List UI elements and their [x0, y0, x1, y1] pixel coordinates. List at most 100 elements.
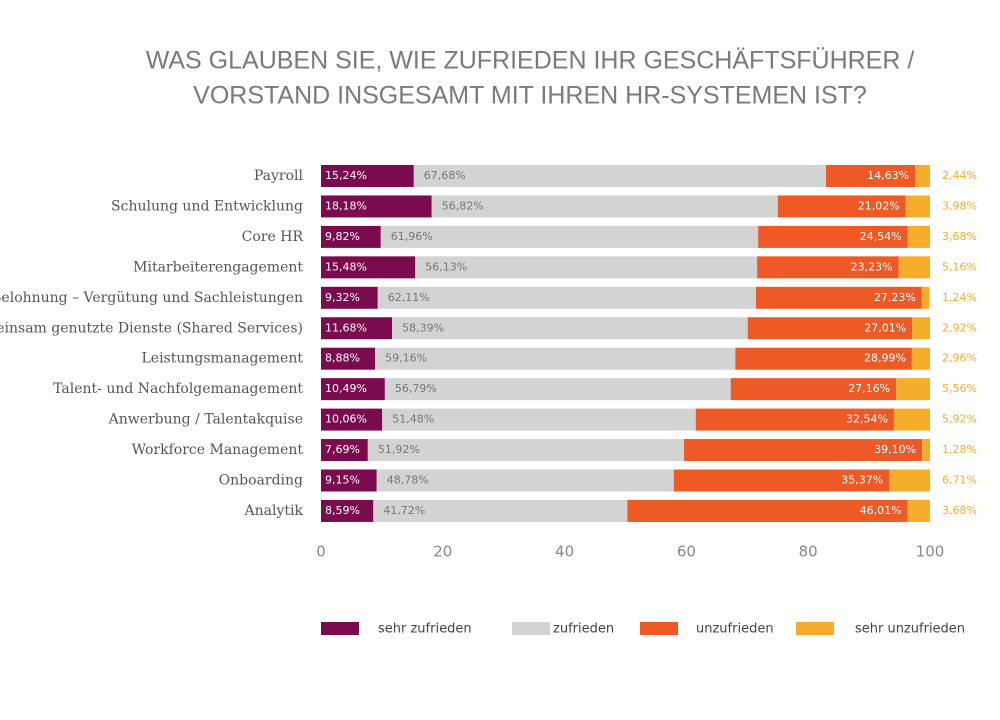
bar-segment	[321, 347, 376, 370]
value-label: 5,16%	[942, 260, 977, 273]
x-tick-label: 80	[799, 543, 818, 561]
bar-segment	[321, 225, 381, 248]
value-label: 18,18%	[325, 199, 367, 212]
value-label: 59,16%	[385, 352, 427, 365]
value-label: 10,06%	[325, 413, 367, 426]
value-label: 56,13%	[425, 260, 467, 273]
chart-title: VORSTAND INSGESAMT MIT IHREN HR-SYSTEMEN…	[193, 82, 867, 110]
bar-segment	[376, 469, 674, 492]
bar-segment	[735, 347, 912, 370]
bar-segment	[911, 347, 930, 370]
value-label: 56,82%	[442, 199, 484, 212]
value-label: 3,98%	[942, 199, 977, 212]
value-label: 9,15%	[325, 474, 360, 487]
value-label: 1,28%	[942, 443, 977, 456]
bar-segment	[825, 165, 916, 187]
x-tick-label: 100	[916, 543, 945, 561]
bar-segment	[898, 256, 930, 279]
bar-segment	[915, 165, 930, 187]
value-label: 14,63%	[867, 169, 909, 182]
bar-segment	[415, 256, 758, 279]
value-label: 6,71%	[942, 474, 977, 487]
bar-segment	[747, 317, 913, 340]
value-label: 1,24%	[942, 291, 977, 304]
value-label: 21,02%	[858, 199, 900, 212]
value-label: 9,32%	[325, 291, 360, 304]
x-tick-label: 40	[555, 543, 574, 561]
category-label: Talent- und Nachfolgemanagement	[53, 381, 303, 397]
x-tick-label: 0	[316, 543, 326, 561]
value-label: 8,59%	[325, 504, 360, 517]
legend-label: sehr unzufrieden	[855, 622, 965, 637]
bar-segment	[912, 317, 930, 340]
bar-segment	[431, 195, 778, 218]
chart-title: WAS GLAUBEN SIE, WIE ZUFRIEDEN IHR GESCH…	[146, 47, 915, 75]
x-tick-label: 60	[677, 543, 696, 561]
value-label: 41,72%	[383, 504, 425, 517]
value-label: 27,01%	[864, 321, 906, 334]
bar-segment	[321, 408, 383, 431]
value-label: 9,82%	[325, 230, 360, 243]
bar-segment	[893, 408, 930, 431]
value-label: 15,24%	[325, 169, 367, 182]
category-label: Onboarding	[219, 473, 303, 489]
bar-segment	[321, 256, 416, 279]
bar-segment	[321, 469, 377, 492]
category-label: Schulung und Entwicklung	[111, 198, 303, 214]
bar-segment	[321, 439, 368, 462]
value-label: 28,99%	[864, 352, 906, 365]
value-label: 32,54%	[846, 413, 888, 426]
legend-swatch	[640, 622, 678, 635]
bar-segment	[896, 378, 930, 401]
bar-segment	[695, 408, 894, 431]
value-label: 58,39%	[402, 321, 444, 334]
bar-segment	[907, 499, 930, 522]
bar-segment	[373, 499, 628, 522]
value-label: 24,54%	[860, 230, 902, 243]
value-label: 51,48%	[392, 413, 434, 426]
bar-segment	[757, 256, 899, 279]
bar-segment	[673, 469, 890, 492]
bar-segment	[367, 439, 685, 462]
value-label: 27,23%	[874, 291, 916, 304]
category-label: Analytik	[244, 503, 304, 519]
value-label: 3,68%	[942, 230, 977, 243]
bar-segment	[907, 225, 930, 248]
value-label: 39,10%	[874, 443, 916, 456]
value-label: 51,92%	[378, 443, 420, 456]
category-label: Gemeinsam genutzte Dienste (Shared Servi…	[0, 320, 303, 336]
bar-segment	[377, 286, 757, 309]
bar-segment	[684, 439, 923, 462]
legend-swatch	[512, 622, 550, 635]
legend-swatch	[796, 622, 834, 635]
value-label: 8,88%	[325, 352, 360, 365]
value-label: 5,56%	[942, 382, 977, 395]
bar-segment	[384, 378, 731, 401]
value-label: 10,49%	[325, 382, 367, 395]
legend-label: zufrieden	[553, 622, 614, 637]
x-tick-label: 20	[433, 543, 452, 561]
legend-label: sehr zufrieden	[378, 622, 472, 637]
bar-segment	[777, 195, 906, 218]
category-label: Mitarbeiterengagement	[133, 259, 303, 275]
bar-segment	[321, 165, 414, 187]
bar-segment	[321, 195, 432, 218]
bar-segment	[380, 225, 759, 248]
value-label: 5,92%	[942, 413, 977, 426]
value-label: 2,96%	[942, 352, 977, 365]
legend-swatch	[321, 622, 359, 635]
bar-segment	[922, 439, 930, 462]
category-label: Leistungsmanagement	[142, 351, 304, 367]
value-label: 7,69%	[325, 443, 360, 456]
category-label: Belohnung – Vergütung und Sachleistungen	[0, 290, 303, 306]
value-label: 23,23%	[851, 260, 893, 273]
bar-segment	[921, 286, 930, 309]
bar-segment	[321, 378, 385, 401]
category-label: Core HR	[242, 229, 304, 245]
value-label: 3,68%	[942, 504, 977, 517]
bar-segment	[382, 408, 696, 431]
value-label: 35,37%	[841, 474, 883, 487]
value-label: 11,68%	[325, 321, 367, 334]
value-label: 48,78%	[387, 474, 429, 487]
